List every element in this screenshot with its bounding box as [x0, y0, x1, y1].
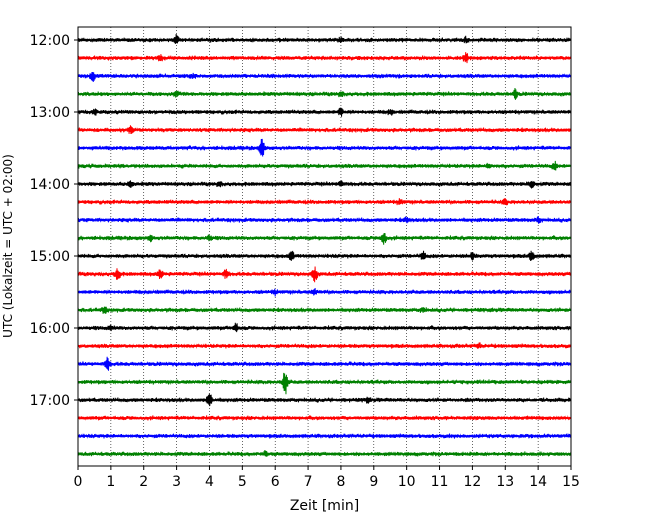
trace-row-1315: [77, 125, 572, 135]
trace-row-1330: [77, 138, 572, 157]
y-tick-label: 13:00: [30, 105, 70, 121]
x-tick-label: 4: [205, 474, 214, 490]
x-tick-label: 12: [463, 474, 481, 490]
trace-row-1545: [77, 306, 572, 314]
y-tick-label: 16:00: [30, 321, 70, 337]
trace-row-1730: [77, 433, 572, 439]
trace-row-1530: [77, 288, 572, 297]
trace-row-1215: [77, 52, 572, 64]
trace-row-1430: [77, 216, 572, 224]
x-tick-label: 2: [139, 474, 148, 490]
trace-row-1230: [77, 71, 572, 83]
trace-row-1515: [77, 266, 572, 283]
trace-row-1600: [77, 322, 572, 333]
trace-row-1630: [77, 356, 572, 371]
trace-row-1645: [77, 372, 572, 395]
x-axis-ticks: 0 1 2 3 4 5 6 7 8 9 10 11 12 13 14 15: [74, 466, 580, 490]
y-tick-label: 17:00: [30, 393, 70, 409]
x-tick-label: 1: [106, 474, 115, 490]
x-axis-label: Zeit [min]: [290, 498, 359, 514]
trace-row-1615: [77, 342, 572, 349]
y-axis-label: UTC (Lokalzeit = UTC + 02:00): [1, 154, 15, 338]
x-tick-label: 10: [398, 474, 416, 490]
trace-row-1445: [77, 233, 572, 245]
trace-row-1700: [77, 393, 572, 407]
y-tick-label: 14:00: [30, 177, 70, 193]
grid-lines: [110, 27, 539, 466]
x-tick-label: 7: [304, 474, 313, 490]
x-tick-label: 11: [431, 474, 449, 490]
x-tick-label: 6: [271, 474, 280, 490]
x-tick-label: 5: [238, 474, 247, 490]
x-tick-label: 0: [74, 474, 83, 490]
plot-frame: [77, 26, 572, 467]
x-tick-label: 3: [172, 474, 181, 490]
trace-row-1245: [77, 88, 572, 100]
trace-row-1300: [77, 107, 572, 117]
x-tick-label: 14: [529, 474, 547, 490]
trace-row-1500: [77, 250, 572, 262]
trace-row-1400: [77, 180, 572, 189]
x-tick-label: 9: [369, 474, 378, 490]
trace-row-1200: [77, 34, 572, 45]
x-tick-label: 15: [562, 474, 580, 490]
x-tick-label: 13: [496, 474, 514, 490]
trace-row-1345: [77, 160, 572, 171]
trace-row-1415: [77, 198, 572, 206]
y-tick-label: 15:00: [30, 249, 70, 265]
trace-row-1715: [77, 415, 572, 421]
trace-rows: [77, 34, 572, 457]
trace-row-1745: [77, 450, 572, 457]
y-tick-label: 12:00: [30, 33, 70, 49]
y-axis-ticks: 12:00 13:00 14:00 15:00 16:00 17:00: [30, 33, 78, 409]
x-tick-label: 8: [336, 474, 345, 490]
